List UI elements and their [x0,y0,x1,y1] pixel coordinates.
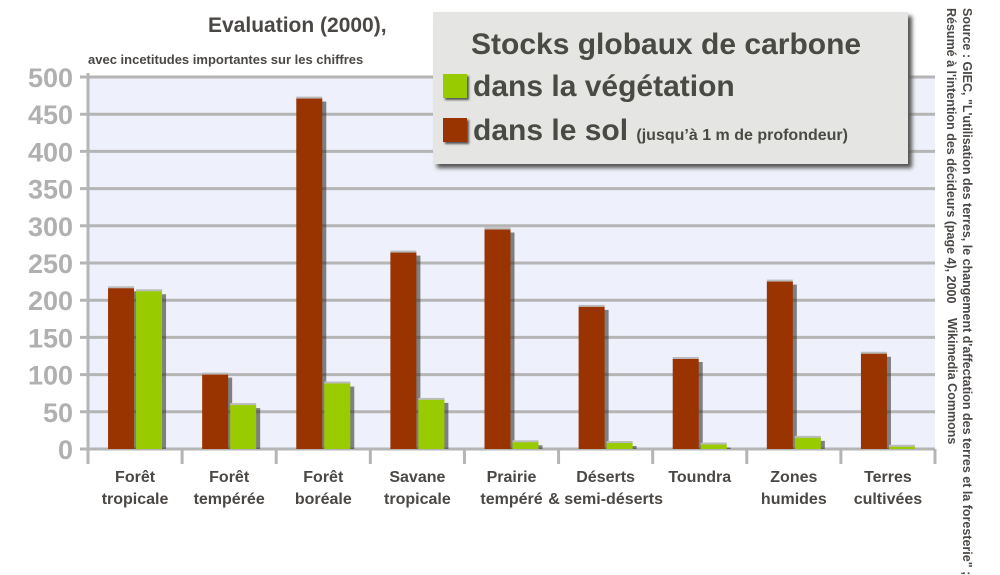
bar-vegetation [230,405,257,449]
bar-cap [230,403,257,407]
y-tick-label: 250 [28,249,73,279]
bar-cap [578,304,605,308]
chart-subtitle: avec incetitudes importantes sur les chi… [88,52,364,67]
x-tick-label: Toundra [668,469,731,486]
bar-cap [418,397,445,401]
x-tick-label: Forêt [209,469,250,486]
bar-soil [390,252,417,449]
legend-label: dans le sol [473,114,629,147]
bar-vegetation [512,442,539,449]
bar-cap [202,372,229,376]
legend-swatch-soil [443,118,467,142]
x-tick-label: & semi-déserts [548,491,663,508]
y-tick-label: 100 [28,361,73,391]
y-tick-label: 500 [28,63,73,93]
bar-soil [484,229,511,449]
bar-vegetation [888,446,915,449]
bar-cap [794,435,821,439]
legend-item-vegetation: dans la végétation [443,70,735,104]
source-line: Résumé à l'intention des décideurs (page… [944,8,958,304]
bar-vegetation [324,383,351,449]
x-tick-label: Prairie [487,469,537,486]
source-note: Source : GIEC, "L'utilisation des terres… [943,8,975,575]
x-tick-label: Forêt [115,469,156,486]
bar-cap [108,286,135,290]
bar-soil [766,281,793,449]
y-tick-label: 350 [28,175,73,205]
bar-soil [202,374,229,449]
bar-vegetation [700,444,727,449]
x-tick-label: tropicale [384,491,451,508]
bar-soil [860,353,887,449]
y-tick-label: 400 [28,137,73,167]
source-line: Source : GIEC, "L'utilisation des terres… [960,8,974,575]
bar-soil [108,288,135,449]
bar-vegetation [418,399,445,449]
bar-vegetation [794,437,821,449]
bar-cap [700,442,727,446]
bar-cap [606,441,633,445]
y-tick-label: 200 [28,286,73,316]
x-tick-label: tempéré [480,491,542,508]
x-tick-label: boréale [295,491,352,508]
y-tick-label: 450 [28,100,73,130]
y-tick-label: 50 [43,398,73,428]
bar-cap [672,356,699,360]
legend: Stocks globaux de carbone dans la végéta… [433,12,908,164]
bar-cap [860,351,887,355]
bar-soil [296,98,323,450]
legend-swatch-vegetation [443,74,467,98]
bar-vegetation [136,291,163,449]
bar-cap [484,227,511,231]
bar-cap [888,444,915,448]
x-tick-label: tropicale [102,491,169,508]
bar-vegetation [606,443,633,449]
bar-cap [390,250,417,254]
x-tick-label: Déserts [576,469,635,486]
y-tick-label: 0 [58,435,73,465]
legend-title: Stocks globaux de carbone [471,28,862,61]
legend-item-soil: dans le sol (jusqu’à 1 m de profondeur) [443,114,848,148]
x-tick-label: Forêt [303,469,344,486]
y-tick-label: 300 [28,212,73,242]
x-tick-label: Zones [770,469,817,486]
y-tick-label: 150 [28,323,73,353]
legend-label: dans la végétation [473,70,735,103]
x-tick-label: cultivées [854,491,923,508]
bar-soil [578,306,605,449]
x-tick-label: humides [761,491,827,508]
bar-cap [324,381,351,385]
bar-cap [766,279,793,283]
x-tick-label: Terres [864,469,912,486]
bar-cap [136,289,163,293]
legend-note: (jusqu’à 1 m de profondeur) [636,127,848,144]
bar-cap [296,96,323,100]
x-tick-label: Savane [389,469,445,486]
chart-title: Evaluation (2000), [208,14,387,37]
credit: Wikimedia Commons [945,318,959,445]
bar-soil [672,358,699,449]
bar-cap [512,440,539,444]
x-tick-label: tempérée [194,491,265,508]
